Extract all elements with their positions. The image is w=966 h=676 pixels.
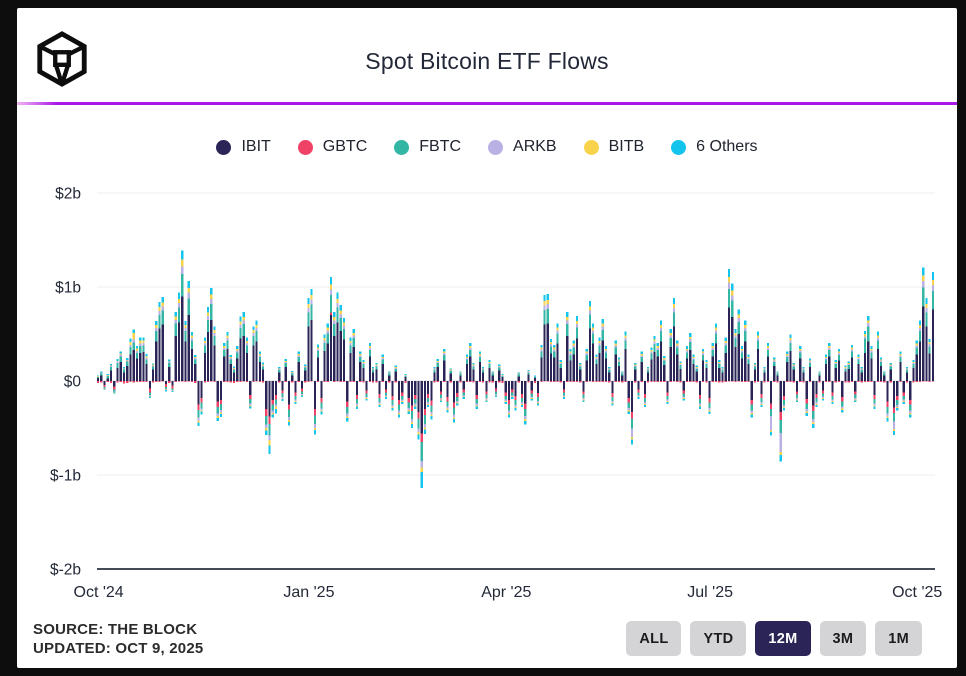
updated-text: UPDATED: OCT 9, 2025 [33,639,204,657]
range-button-1m[interactable]: 1M [875,621,922,656]
legend-item-arkb[interactable]: ARKB [488,138,557,156]
svg-text:Oct '24: Oct '24 [74,584,124,601]
svg-text:$0: $0 [64,374,82,391]
ibit-color-swatch-icon [216,139,232,155]
fbtc-color-swatch-icon [394,139,410,155]
legend-item-ibit[interactable]: IBIT [216,138,271,156]
others-color-swatch-icon [671,139,687,155]
svg-text:$-1b: $-1b [50,468,81,485]
svg-text:Oct '25: Oct '25 [892,584,942,601]
range-button-3m[interactable]: 3M [819,621,867,656]
svg-text:$-2b: $-2b [50,562,81,579]
legend-item-6-others[interactable]: 6 Others [671,138,758,156]
svg-text:$1b: $1b [55,280,81,297]
legend-label-ibit: IBIT [241,138,271,155]
legend-label-gbtc: GBTC [322,138,368,155]
bitb-color-swatch-icon [583,139,599,155]
chart-legend: IBIT GBTC FBTC ARKB BITB 6 Others [17,138,957,156]
legend-item-bitb[interactable]: BITB [583,138,645,156]
legend-label-6-others: 6 Others [696,138,758,155]
svg-text:$2b: $2b [55,186,81,203]
gbtc-color-swatch-icon [297,139,313,155]
source-text: SOURCE: THE BLOCK [33,621,198,638]
range-button-ytd[interactable]: YTD [690,621,747,656]
page-title: Spot Bitcoin ETF Flows [365,48,609,74]
svg-text:Jul '25: Jul '25 [687,584,733,601]
legend-label-bitb: BITB [608,138,645,155]
range-button-all[interactable]: ALL [626,621,682,656]
svg-text:Jan '25: Jan '25 [283,584,334,601]
legend-label-arkb: ARKB [513,138,557,155]
range-selector: ALL YTD 12M 3M 1M [626,621,922,656]
legend-item-fbtc[interactable]: FBTC [394,138,461,156]
legend-label-fbtc: FBTC [419,138,462,155]
svg-text:Apr '25: Apr '25 [481,584,531,601]
range-button-12m[interactable]: 12M [755,621,811,656]
flows-chart-plot[interactable]: $2b $1b $0 $-1b $-2b Oct '24 Jan '25 Apr '25 Jul… [17,8,957,668]
legend-item-gbtc[interactable]: GBTC [297,138,368,156]
the-block-logo-icon [37,31,87,87]
chart-card: Spot Bitcoin ETF Flows IBIT GBTC FBTC AR… [17,8,957,668]
accent-divider [17,102,957,105]
source-note: SOURCE: THE BLOCK UPDATED: OCT 9, 2025 [33,621,203,659]
arkb-color-swatch-icon [488,139,504,155]
